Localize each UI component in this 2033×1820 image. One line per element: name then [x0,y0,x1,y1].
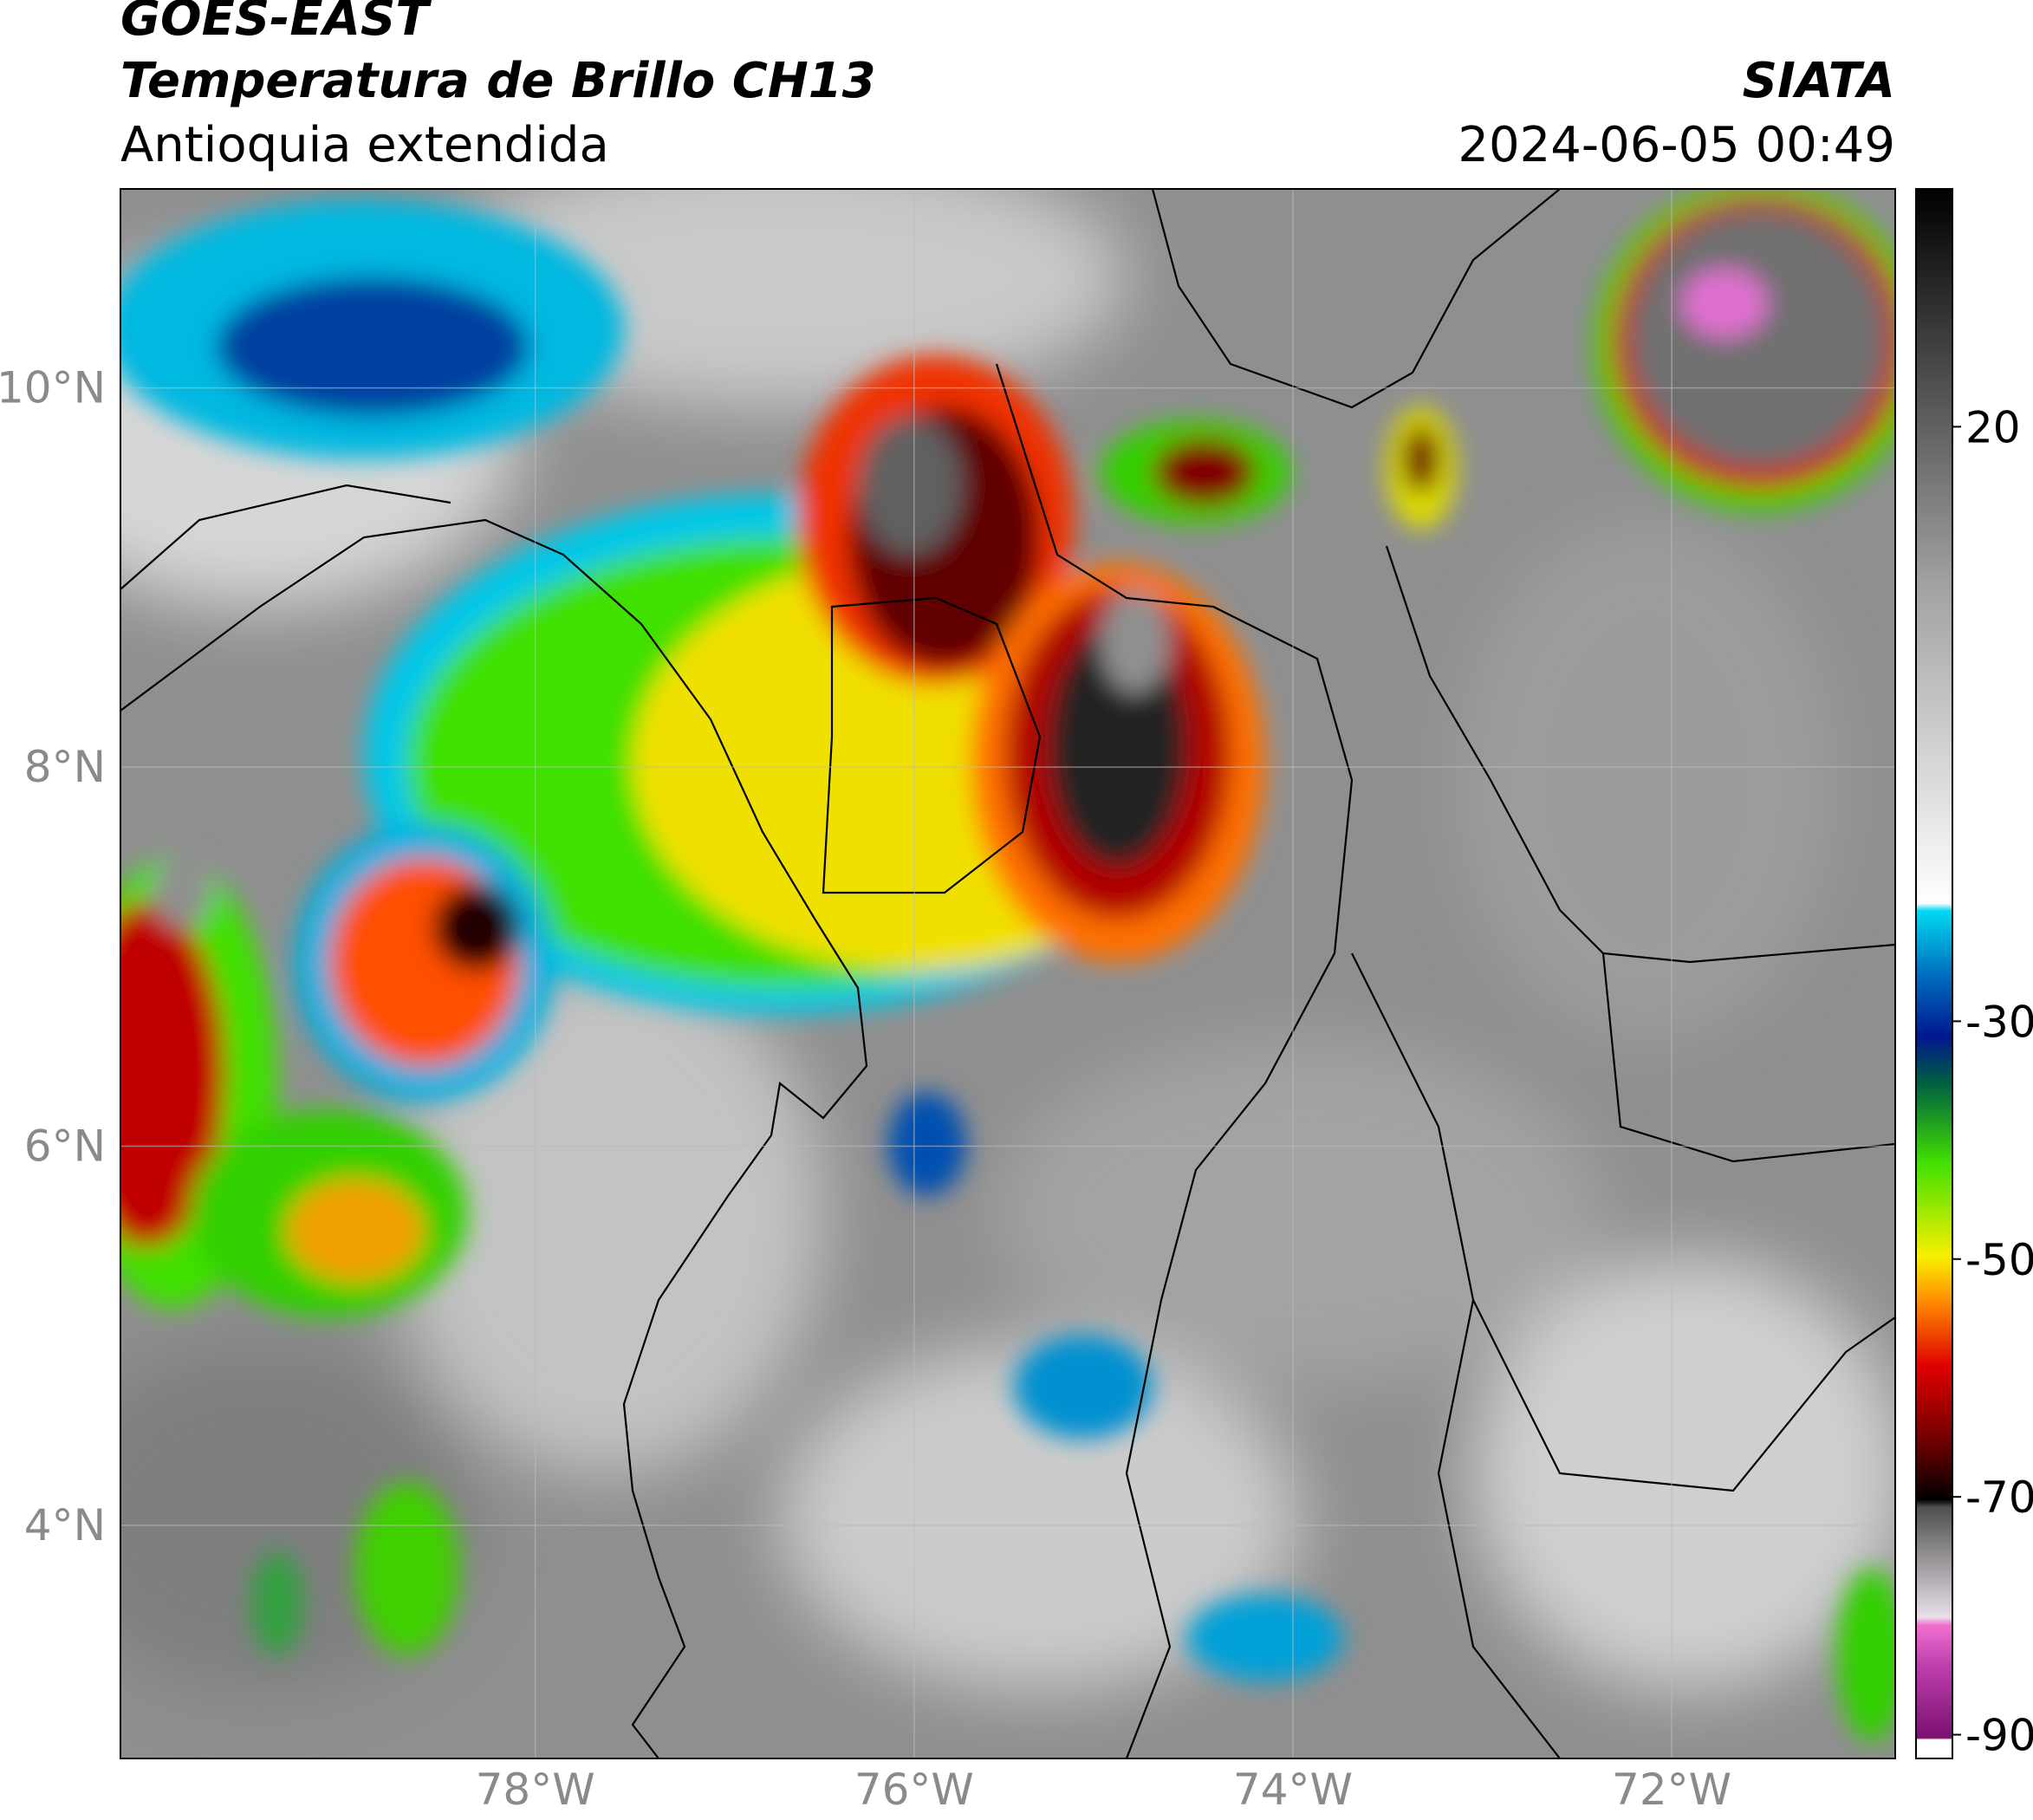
colorbar-tick-label: -90 [1965,1711,2033,1761]
boundaries [120,189,1895,1758]
y-tick-label: 10°N [0,363,106,413]
satellite-title: GOES-EAST [120,0,432,47]
colorbar-tick-label: -70 [1965,1472,2033,1523]
colorbar [1915,188,1953,1759]
x-tick-label: 76°W [854,1765,974,1815]
x-tick-label: 78°W [476,1765,595,1815]
x-tick-label: 72°W [1612,1765,1731,1815]
region-subtitle: Antioquia extendida [120,117,609,173]
institution: SIATA [1743,53,1895,109]
map-frame [120,188,1896,1759]
colorbar-tick-label: -50 [1965,1235,2033,1285]
colorbar-tick-label: 20 [1965,402,2021,452]
colorbar-tick-label: -30 [1965,997,2033,1047]
graticule [120,189,1895,1758]
datetime: 2024-06-05 00:49 [1458,117,1895,173]
satellite-image [120,189,1895,1758]
product-title: Temperatura de Brillo CH13 [120,53,876,109]
y-tick-label: 8°N [24,742,106,792]
x-tick-label: 74°W [1233,1765,1353,1815]
y-tick-label: 6°N [24,1121,106,1172]
y-tick-label: 4°N [24,1500,106,1550]
